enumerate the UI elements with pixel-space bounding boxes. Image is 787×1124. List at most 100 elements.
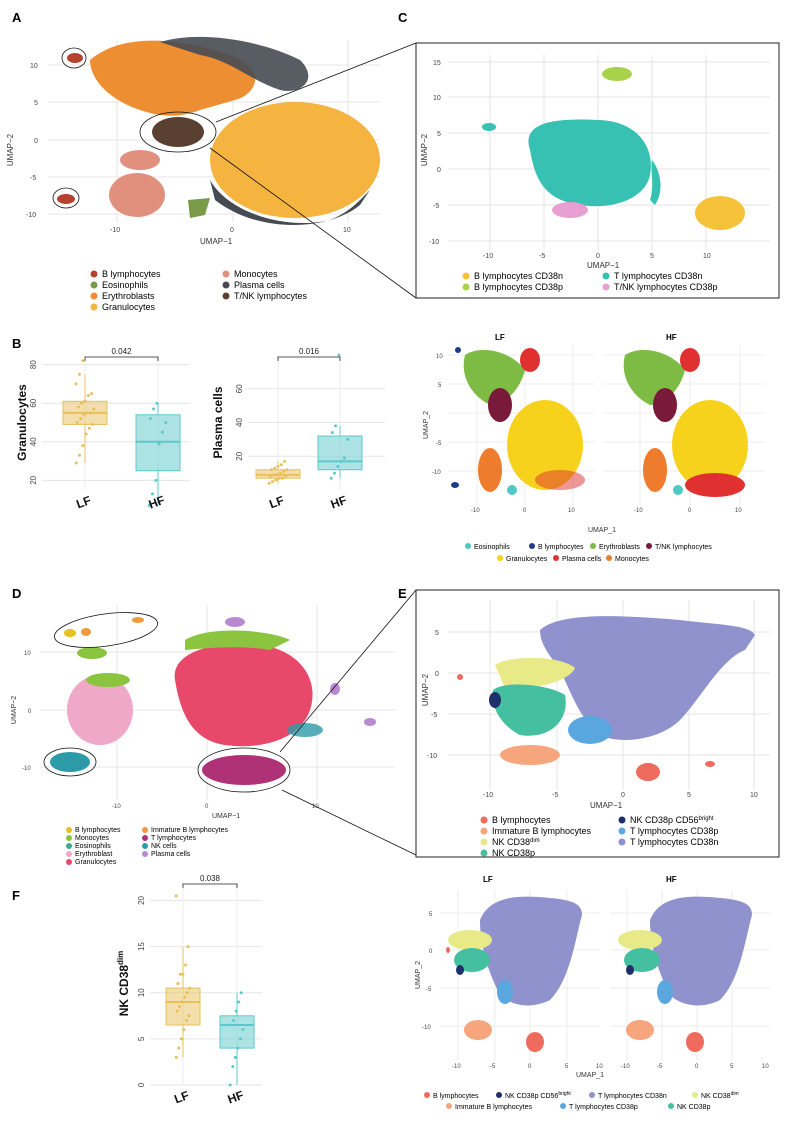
y-axis-label: NK CD38dim bbox=[116, 951, 131, 1017]
data-point bbox=[80, 401, 84, 405]
data-point bbox=[188, 986, 192, 990]
legend-label: NK CD38p CD56bright bbox=[630, 815, 714, 825]
legend-label-sup: bright bbox=[699, 816, 714, 822]
legend-swatch bbox=[553, 555, 559, 561]
x-tick: -5 bbox=[539, 253, 545, 260]
legend-label: T lymphocytes CD38p bbox=[569, 1104, 638, 1111]
legend-swatch bbox=[66, 859, 72, 865]
y-axis-label: Granulocytes bbox=[15, 384, 29, 461]
legend-swatch bbox=[496, 1092, 502, 1098]
legend-label: NK cells bbox=[151, 843, 177, 850]
legend-label: NK CD38dim bbox=[492, 837, 540, 847]
legend-label: B lymphocytes CD38p bbox=[474, 282, 563, 292]
x-category-label: HF bbox=[226, 1088, 246, 1107]
x-tick: -10 bbox=[483, 792, 493, 799]
data-point bbox=[234, 1009, 238, 1013]
legend-swatch bbox=[602, 283, 610, 291]
panel-e-umap-xlabel: UMAP_1 bbox=[576, 1072, 604, 1079]
data-point bbox=[148, 417, 152, 421]
panel-c-xlabel: UMAP−1 bbox=[587, 261, 620, 270]
legend-label: Plasma cells bbox=[234, 280, 285, 290]
umap-e-lf-clusters bbox=[446, 896, 582, 1052]
legend-swatch bbox=[618, 827, 626, 835]
data-point bbox=[282, 469, 285, 473]
x-tick: -10 bbox=[634, 508, 643, 514]
legend-label: B lymphocytes bbox=[492, 815, 551, 825]
x-tick: 10 bbox=[568, 508, 575, 514]
data-point bbox=[185, 991, 189, 995]
data-point bbox=[82, 413, 86, 417]
x-tick: -10 bbox=[112, 804, 121, 810]
legend-label: NK CD38p bbox=[677, 1104, 711, 1111]
legend-swatch bbox=[222, 281, 230, 289]
box-plot-plasma-cells: 20 40 60 Plasma cells LF HF 0.016 bbox=[211, 347, 385, 512]
data-point bbox=[178, 972, 182, 976]
data-point bbox=[229, 1023, 233, 1027]
y-tick: 0 bbox=[34, 138, 38, 145]
box-HF bbox=[317, 435, 363, 471]
panel-d-xlabel: UMAP−1 bbox=[212, 813, 240, 820]
panel-e-umap-ticks: 5 0 -5 -10 -10 -5 0 5 10 -10 -5 0 5 10 bbox=[422, 912, 769, 1070]
panel-letter-e: E bbox=[398, 586, 407, 601]
y-tick: 5 bbox=[137, 1036, 146, 1041]
x-category-label: HF bbox=[147, 493, 167, 512]
x-category-label: HF bbox=[329, 493, 349, 512]
y-tick: 0 bbox=[28, 709, 32, 715]
x-tick: 10 bbox=[762, 1064, 769, 1070]
data-point bbox=[84, 432, 88, 436]
x-tick: 0 bbox=[523, 508, 527, 514]
x-tick: -5 bbox=[657, 1064, 663, 1070]
legend-label: T/NK lymphocytes CD38p bbox=[614, 282, 718, 292]
legend-swatch bbox=[560, 1103, 566, 1109]
data-point bbox=[179, 1037, 183, 1041]
panel-b: B 20 40 60 80 Granulocytes LF HF 0.042 20 40 60 Pl… bbox=[12, 336, 385, 512]
data-point bbox=[284, 475, 288, 478]
legend-label: Immature B lymphocytes bbox=[492, 826, 592, 836]
y-tick: -5 bbox=[431, 712, 437, 719]
data-point bbox=[177, 1046, 181, 1050]
y-tick: -10 bbox=[26, 212, 36, 219]
legend-label: B lymphocytes bbox=[538, 544, 584, 551]
data-point bbox=[83, 399, 87, 403]
legend-label: T lymphocytes CD38n bbox=[614, 271, 702, 281]
legend-label-text: NK CD38p CD56 bbox=[630, 815, 699, 825]
panel-f: F 0 5 10 15 20 NK CD38dim LF HF 0.038 bbox=[12, 874, 262, 1107]
x-tick: -10 bbox=[471, 508, 480, 514]
legend-label: Monocytes bbox=[75, 835, 109, 842]
box-plot-nk-cd38dim: 0 5 10 15 20 NK CD38dim LF HF 0.038 bbox=[116, 874, 262, 1107]
data-point bbox=[237, 1000, 241, 1004]
x-tick: -5 bbox=[552, 792, 558, 799]
panel-a-ylabel: UMAP−2 bbox=[6, 133, 15, 166]
legend-swatch bbox=[222, 270, 230, 278]
y-tick: 60 bbox=[29, 398, 38, 407]
x-tick: -10 bbox=[483, 253, 493, 260]
y-tick: 0 bbox=[429, 949, 433, 955]
x-tick: 10 bbox=[312, 804, 319, 810]
y-tick: -5 bbox=[426, 987, 432, 993]
y-tick: -10 bbox=[422, 1025, 431, 1031]
data-point bbox=[241, 1028, 245, 1032]
legend-swatch bbox=[590, 543, 596, 549]
x-tick: 10 bbox=[703, 253, 711, 260]
data-point bbox=[239, 991, 243, 995]
data-point bbox=[330, 431, 334, 435]
y-tick: 20 bbox=[235, 451, 244, 460]
legend-swatch bbox=[222, 292, 230, 300]
data-point bbox=[269, 468, 273, 472]
x-category-label: LF bbox=[74, 493, 93, 511]
legend-swatch bbox=[480, 838, 488, 846]
y-tick: 20 bbox=[29, 475, 38, 484]
x-category-label: LF bbox=[267, 493, 286, 511]
data-point bbox=[333, 471, 336, 475]
legend-label: B lymphocytes CD38n bbox=[474, 271, 563, 281]
panel-letter-d: D bbox=[12, 586, 21, 601]
y-tick: 10 bbox=[436, 354, 443, 360]
data-point bbox=[337, 353, 341, 357]
data-point bbox=[91, 422, 95, 426]
legend-swatch bbox=[142, 851, 148, 857]
data-point bbox=[147, 503, 151, 507]
x-tick: 0 bbox=[688, 508, 692, 514]
data-point bbox=[74, 382, 78, 386]
data-point bbox=[164, 421, 168, 424]
